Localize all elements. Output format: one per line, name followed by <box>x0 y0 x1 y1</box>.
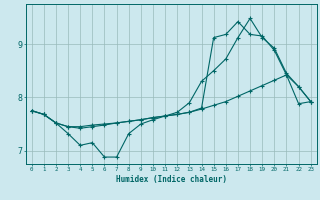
X-axis label: Humidex (Indice chaleur): Humidex (Indice chaleur) <box>116 175 227 184</box>
